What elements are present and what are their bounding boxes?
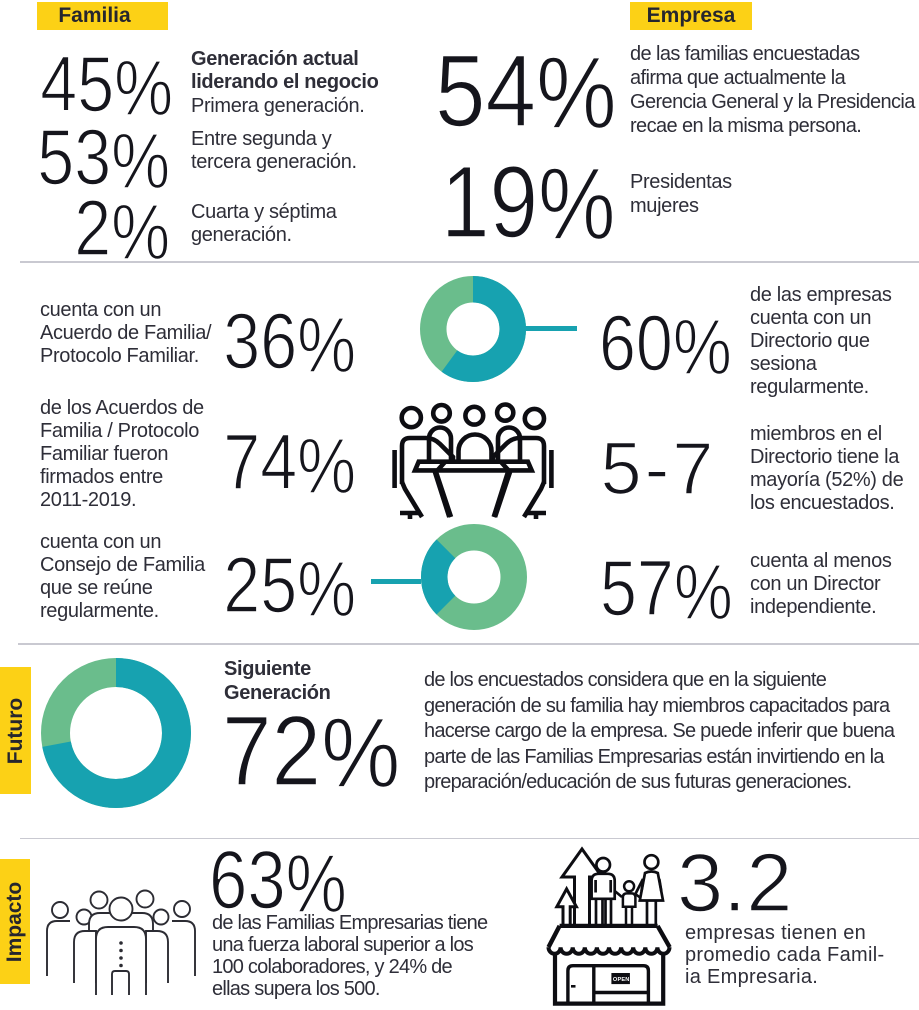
- svg-text:OPEN: OPEN: [613, 977, 630, 983]
